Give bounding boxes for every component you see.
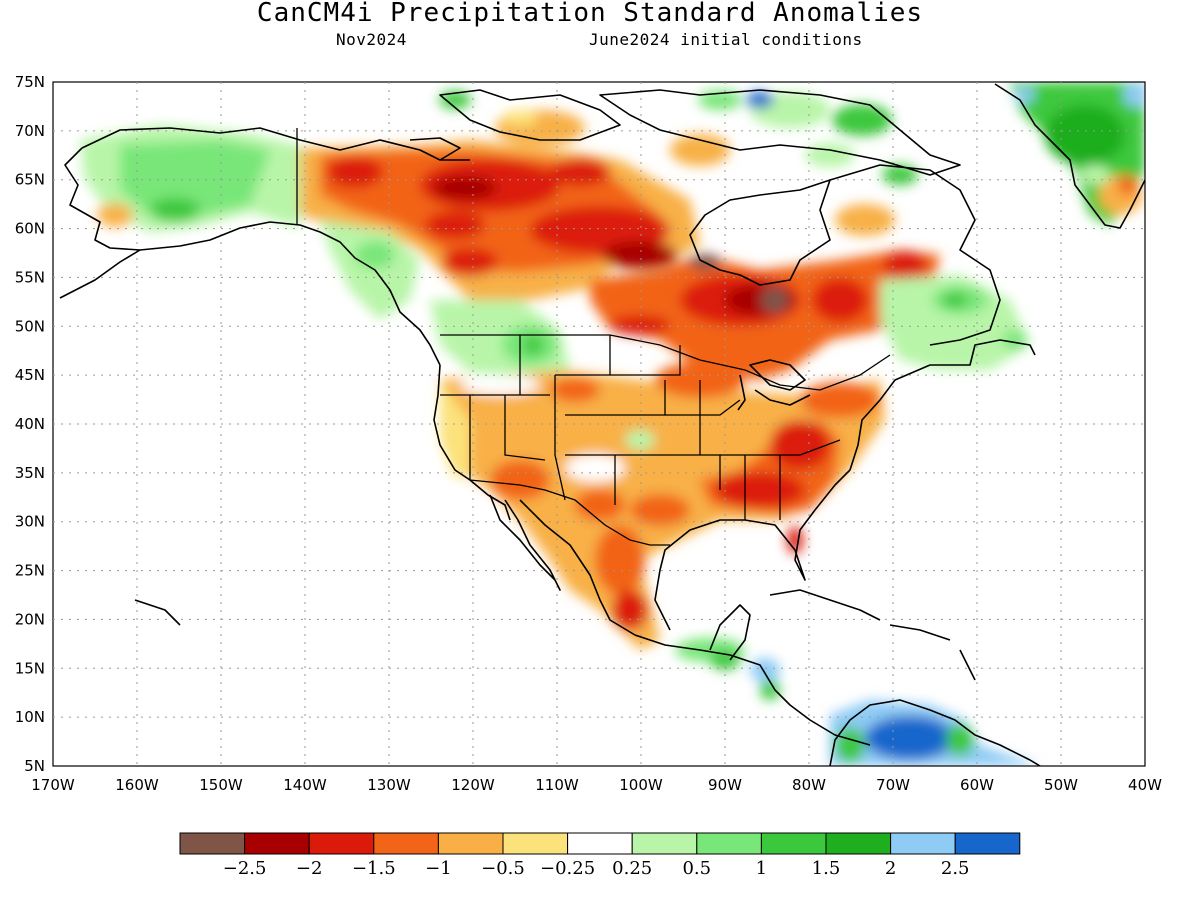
lat-tick-label: 50N <box>15 317 45 335</box>
lon-tick-label: 50W <box>1044 776 1078 794</box>
colorbar: −2.5 −2 −1.5 −1 −0.5 −0.25 0.25 0.5 1 1.5 2 2.5 <box>179 832 1021 879</box>
colorbar-swatch <box>631 832 698 855</box>
lat-tick-label: 25N <box>15 562 45 580</box>
colorbar-label: −2.5 <box>223 858 267 879</box>
lon-tick-label: 40W <box>1128 776 1162 794</box>
latitude-labels: 75N 70N 65N 60N 55N 50N 45N 40N 35N 30N 25N 20N 15N 1… <box>15 73 45 775</box>
colorbar-swatch <box>244 832 310 855</box>
colorbar-label: 0.5 <box>682 858 711 879</box>
colorbar-swatch <box>954 832 1021 855</box>
lat-tick-label: 55N <box>15 268 45 286</box>
lon-tick-label: 140W <box>283 776 327 794</box>
forecast-month: Nov2024 <box>336 30 407 49</box>
lon-tick-label: 70W <box>876 776 910 794</box>
lon-tick-label: 60W <box>960 776 994 794</box>
lon-tick-label: 80W <box>792 776 826 794</box>
lon-tick-label: 130W <box>367 776 411 794</box>
longitude-labels: 170W 160W 150W 140W 130W 120W 110W 100W 90W 80W 70… <box>31 776 1162 794</box>
map-title: CanCM4i Precipitation Standard Anomalies <box>256 0 924 28</box>
lon-tick-label: 170W <box>31 776 75 794</box>
lat-tick-label: 10N <box>15 708 45 726</box>
lon-tick-label: 90W <box>708 776 742 794</box>
colorbar-swatch <box>308 832 375 855</box>
colorbar-label: −1 <box>425 858 452 879</box>
coastlines <box>59 83 1145 766</box>
lat-tick-label: 35N <box>15 464 45 482</box>
colorbar-swatch <box>437 832 504 855</box>
lat-tick-label: 15N <box>15 659 45 677</box>
lat-tick-label: 70N <box>15 122 45 140</box>
lat-tick-label: 60N <box>15 220 45 238</box>
colorbar-swatch <box>890 832 956 855</box>
colorbar-swatch <box>696 832 762 855</box>
lat-tick-label: 75N <box>15 73 45 91</box>
lat-tick-label: 20N <box>15 610 45 628</box>
colorbar-swatch <box>567 832 633 855</box>
colorbar-label: −2 <box>296 858 323 879</box>
colorbar-swatch <box>825 832 892 855</box>
anomaly-shading <box>80 82 1145 766</box>
colorbar-swatch <box>760 832 827 855</box>
colorbar-swatch <box>179 832 246 855</box>
lat-tick-label: 65N <box>15 171 45 189</box>
colorbar-label: −0.5 <box>481 858 525 879</box>
lat-tick-label: 30N <box>15 513 45 531</box>
colorbar-label: 1 <box>756 858 767 879</box>
colorbar-label: 2 <box>885 858 896 879</box>
colorbar-label: 0.25 <box>612 858 652 879</box>
colorbar-swatch <box>502 832 569 855</box>
lon-tick-label: 120W <box>451 776 495 794</box>
colorbar-label: −0.25 <box>540 858 595 879</box>
lon-tick-label: 100W <box>619 776 663 794</box>
initial-conditions-label: June2024 initial conditions <box>589 30 863 49</box>
colorbar-label: 2.5 <box>941 858 970 879</box>
lon-tick-label: 110W <box>535 776 579 794</box>
colorbar-swatch <box>373 832 439 855</box>
lat-tick-label: 40N <box>15 415 45 433</box>
lat-tick-label: 45N <box>15 366 45 384</box>
political-borders <box>296 128 891 546</box>
lon-tick-label: 150W <box>199 776 243 794</box>
lon-tick-label: 160W <box>115 776 159 794</box>
colorbar-label: 1.5 <box>812 858 841 879</box>
lat-tick-label: 5N <box>24 757 45 775</box>
colorbar-label: −1.5 <box>352 858 396 879</box>
